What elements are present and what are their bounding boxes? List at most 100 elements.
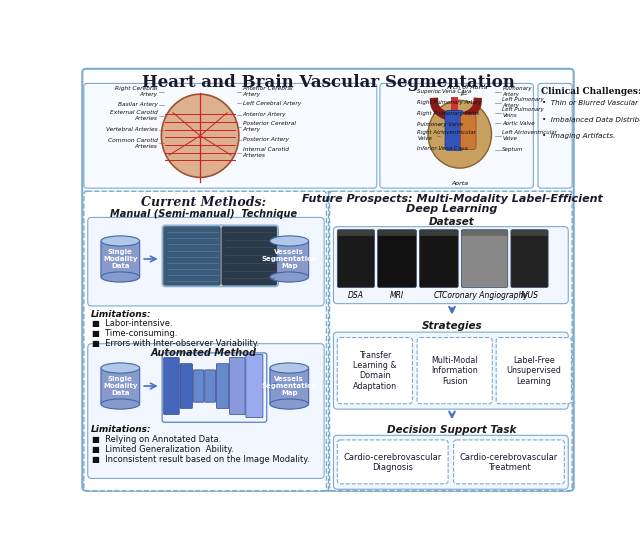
Text: ■  Relying on Annotated Data.: ■ Relying on Annotated Data. bbox=[92, 434, 221, 444]
FancyBboxPatch shape bbox=[378, 230, 417, 288]
FancyBboxPatch shape bbox=[378, 230, 417, 236]
Text: Multi-Modal
Information
Fusion: Multi-Modal Information Fusion bbox=[431, 356, 478, 386]
Text: Superior Vena Cava: Superior Vena Cava bbox=[417, 89, 472, 94]
FancyBboxPatch shape bbox=[88, 343, 324, 479]
Ellipse shape bbox=[101, 272, 140, 282]
Text: Inferior Vena Cava: Inferior Vena Cava bbox=[417, 146, 468, 151]
Text: ■  Inconsistent result based on the Image Modality.: ■ Inconsistent result based on the Image… bbox=[92, 455, 310, 464]
Text: Arch of Aorta: Arch of Aorta bbox=[447, 85, 488, 90]
Text: Pulmonary Valve: Pulmonary Valve bbox=[417, 122, 463, 127]
Text: IVUS: IVUS bbox=[520, 291, 538, 300]
FancyBboxPatch shape bbox=[511, 230, 548, 236]
FancyBboxPatch shape bbox=[333, 435, 568, 489]
Text: Coronary Angiography: Coronary Angiography bbox=[442, 291, 527, 300]
FancyBboxPatch shape bbox=[337, 230, 374, 288]
Text: Septum: Septum bbox=[502, 147, 524, 152]
FancyBboxPatch shape bbox=[330, 191, 572, 491]
FancyBboxPatch shape bbox=[333, 227, 568, 304]
FancyBboxPatch shape bbox=[337, 440, 448, 484]
FancyBboxPatch shape bbox=[216, 363, 229, 408]
Text: ■  Time-consuming.: ■ Time-consuming. bbox=[92, 329, 178, 338]
Text: MRI: MRI bbox=[390, 291, 404, 300]
Text: Right Atrioventricular
Valve: Right Atrioventricular Valve bbox=[417, 130, 476, 141]
FancyBboxPatch shape bbox=[454, 440, 564, 484]
Text: •  Imaging Artifacts.: • Imaging Artifacts. bbox=[542, 133, 615, 139]
Text: ■  Labor-intensive.: ■ Labor-intensive. bbox=[92, 319, 173, 328]
Text: Left Pulmonary
Artery: Left Pulmonary Artery bbox=[502, 98, 544, 108]
Text: Single
Modality
Data: Single Modality Data bbox=[103, 249, 138, 269]
Text: Basilar Artery: Basilar Artery bbox=[118, 102, 157, 107]
FancyBboxPatch shape bbox=[511, 230, 548, 288]
Text: Manual (Semi-manual)  Technique: Manual (Semi-manual) Technique bbox=[111, 209, 298, 219]
Ellipse shape bbox=[270, 236, 308, 246]
Ellipse shape bbox=[101, 399, 140, 409]
Text: Clinical Challenges:: Clinical Challenges: bbox=[541, 88, 640, 96]
FancyBboxPatch shape bbox=[461, 114, 476, 150]
Ellipse shape bbox=[270, 399, 308, 409]
Text: Vessels
Segmentation
Map: Vessels Segmentation Map bbox=[261, 249, 317, 269]
FancyBboxPatch shape bbox=[162, 225, 278, 287]
Text: Strategies: Strategies bbox=[422, 321, 483, 331]
FancyBboxPatch shape bbox=[193, 370, 204, 402]
FancyBboxPatch shape bbox=[445, 110, 463, 150]
Text: Label-Free
Unsupervised
Learning: Label-Free Unsupervised Learning bbox=[506, 356, 561, 386]
Text: Right Cerebral
Artery: Right Cerebral Artery bbox=[115, 86, 157, 98]
FancyBboxPatch shape bbox=[88, 217, 324, 306]
Text: Limitations:: Limitations: bbox=[91, 425, 152, 434]
FancyBboxPatch shape bbox=[270, 241, 308, 277]
Text: Limitations:: Limitations: bbox=[91, 310, 152, 319]
Ellipse shape bbox=[101, 236, 140, 246]
Text: Vertebral Arteries: Vertebral Arteries bbox=[106, 127, 157, 132]
Text: Transfer
Learning &
Domain
Adaptation: Transfer Learning & Domain Adaptation bbox=[353, 351, 397, 391]
Text: Future Prospects: Multi-Modality Label-Efficient: Future Prospects: Multi-Modality Label-E… bbox=[301, 194, 602, 204]
FancyBboxPatch shape bbox=[84, 191, 326, 491]
FancyBboxPatch shape bbox=[230, 357, 245, 414]
Ellipse shape bbox=[428, 100, 492, 168]
Text: Deep Learning: Deep Learning bbox=[406, 204, 498, 214]
FancyBboxPatch shape bbox=[101, 368, 140, 404]
FancyBboxPatch shape bbox=[538, 84, 572, 188]
Text: Internal Carotid
Arteries: Internal Carotid Arteries bbox=[243, 147, 289, 158]
Ellipse shape bbox=[270, 272, 308, 282]
Text: ■  Errors with Inter-observer Variability.: ■ Errors with Inter-observer Variability… bbox=[92, 339, 260, 348]
Text: DSA: DSA bbox=[348, 291, 364, 300]
FancyBboxPatch shape bbox=[417, 337, 492, 404]
Text: ■  Limited Generalization  Ability.: ■ Limited Generalization Ability. bbox=[92, 444, 234, 454]
FancyBboxPatch shape bbox=[333, 332, 568, 409]
FancyBboxPatch shape bbox=[246, 355, 263, 418]
FancyBboxPatch shape bbox=[83, 69, 573, 491]
Text: Pulmonary
Artery: Pulmonary Artery bbox=[502, 86, 532, 98]
Text: •  Thin or Blurred Vascular Shapes.: • Thin or Blurred Vascular Shapes. bbox=[542, 100, 640, 106]
FancyBboxPatch shape bbox=[461, 230, 508, 236]
Text: Posterior Artery: Posterior Artery bbox=[243, 137, 289, 142]
Text: Vessels
Segmentation
Map: Vessels Segmentation Map bbox=[261, 376, 317, 396]
FancyBboxPatch shape bbox=[180, 363, 193, 408]
Text: External Carotid
Arteries: External Carotid Arteries bbox=[109, 110, 157, 121]
Text: Anterior Artery: Anterior Artery bbox=[243, 112, 286, 117]
FancyBboxPatch shape bbox=[419, 230, 458, 236]
Text: Cardio-cerebrovascular
Treatment: Cardio-cerebrovascular Treatment bbox=[460, 453, 558, 472]
Ellipse shape bbox=[101, 363, 140, 373]
FancyBboxPatch shape bbox=[461, 230, 508, 288]
Text: Heart and Brain Vascular Segmentation: Heart and Brain Vascular Segmentation bbox=[141, 74, 515, 91]
Text: Left Pulmonary
Veins: Left Pulmonary Veins bbox=[502, 107, 544, 118]
Text: Automated Method: Automated Method bbox=[151, 347, 257, 357]
Text: Aortic Valve: Aortic Valve bbox=[502, 121, 535, 126]
Ellipse shape bbox=[161, 94, 239, 177]
Text: Aorta: Aorta bbox=[451, 181, 468, 186]
FancyBboxPatch shape bbox=[222, 227, 277, 285]
Text: Cardio-cerebrovascular
Diagnosis: Cardio-cerebrovascular Diagnosis bbox=[344, 453, 442, 472]
Text: Left Atrioventricular
Valve: Left Atrioventricular Valve bbox=[502, 130, 557, 141]
Text: Posterior Cerebral
Artery: Posterior Cerebral Artery bbox=[243, 121, 296, 132]
FancyBboxPatch shape bbox=[164, 357, 179, 414]
FancyBboxPatch shape bbox=[496, 337, 572, 404]
FancyBboxPatch shape bbox=[84, 84, 377, 188]
FancyBboxPatch shape bbox=[419, 230, 458, 288]
FancyBboxPatch shape bbox=[337, 337, 412, 404]
Text: Anterior Cerebral
Artery: Anterior Cerebral Artery bbox=[243, 86, 293, 98]
Text: Left Cerebral Artery: Left Cerebral Artery bbox=[243, 101, 301, 106]
FancyBboxPatch shape bbox=[380, 84, 533, 188]
FancyBboxPatch shape bbox=[164, 227, 220, 285]
Text: •  Imbalanced Data Distribution.: • Imbalanced Data Distribution. bbox=[542, 116, 640, 122]
Text: Current Methods:: Current Methods: bbox=[141, 196, 267, 209]
